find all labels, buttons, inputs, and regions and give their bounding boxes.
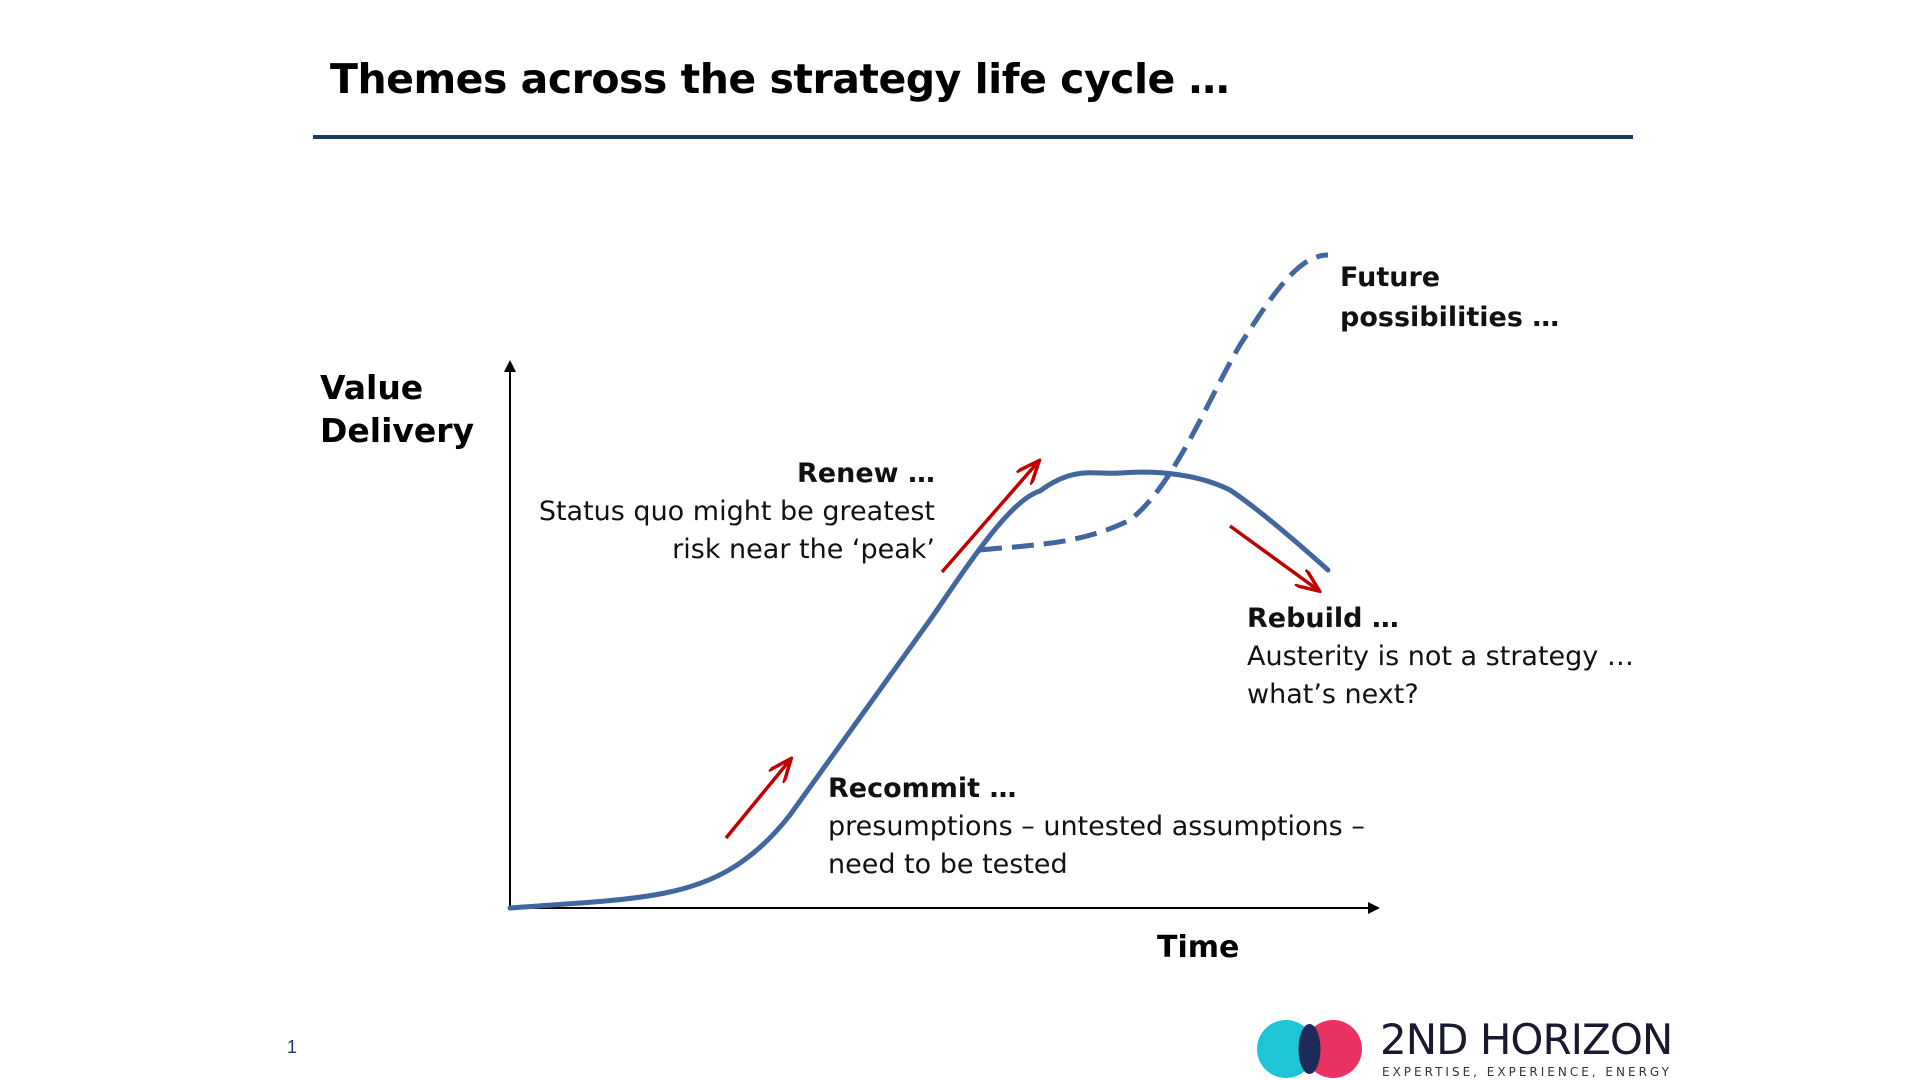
renew-line2: risk near the ‘peak’ bbox=[672, 534, 935, 565]
y-axis-label: Value Delivery bbox=[320, 366, 474, 452]
rebuild-arrow bbox=[1228, 524, 1318, 590]
y-axis-label-line2: Delivery bbox=[320, 411, 475, 450]
rebuild-line2: what’s next? bbox=[1247, 679, 1419, 710]
renew-note: Renew … Status quo might be greatest ris… bbox=[539, 455, 935, 569]
company-logo: 2ND HORIZON EXPERTISE, EXPERIENCE, ENERG… bbox=[1255, 1018, 1675, 1080]
title-divider bbox=[313, 135, 1633, 139]
future-line1: Future bbox=[1340, 262, 1441, 293]
future-line2: possibilities … bbox=[1340, 302, 1560, 333]
renew-arrow bbox=[940, 462, 1038, 574]
recommit-arrow bbox=[724, 760, 790, 840]
rebuild-note: Rebuild … Austerity is not a strategy … … bbox=[1247, 600, 1634, 714]
recommit-note: Recommit … presumptions – untested assum… bbox=[828, 770, 1365, 884]
rebuild-heading: Rebuild … bbox=[1247, 603, 1399, 634]
recommit-line1: presumptions – untested assumptions – bbox=[828, 811, 1365, 842]
recommit-heading: Recommit … bbox=[828, 773, 1017, 804]
y-axis-label-line1: Value bbox=[320, 368, 424, 407]
logo-name: 2ND HORIZON bbox=[1380, 1015, 1673, 1064]
rebuild-line1: Austerity is not a strategy … bbox=[1247, 641, 1634, 672]
renew-line1: Status quo might be greatest bbox=[538, 496, 935, 527]
logo-mark-icon bbox=[1257, 1020, 1362, 1078]
value-curve bbox=[507, 469, 1331, 911]
slide-title: Themes across the strategy life cycle … bbox=[330, 55, 1230, 103]
recommit-line2: need to be tested bbox=[828, 849, 1068, 880]
x-axis-label: Time bbox=[1157, 930, 1240, 965]
renew-heading: Renew … bbox=[797, 458, 935, 489]
logo-tagline: EXPERTISE, EXPERIENCE, ENERGY bbox=[1382, 1065, 1672, 1079]
future-note: Future possibilities … bbox=[1340, 258, 1559, 338]
renewal-curve bbox=[979, 252, 1329, 553]
page-number: 1 bbox=[287, 1037, 298, 1057]
